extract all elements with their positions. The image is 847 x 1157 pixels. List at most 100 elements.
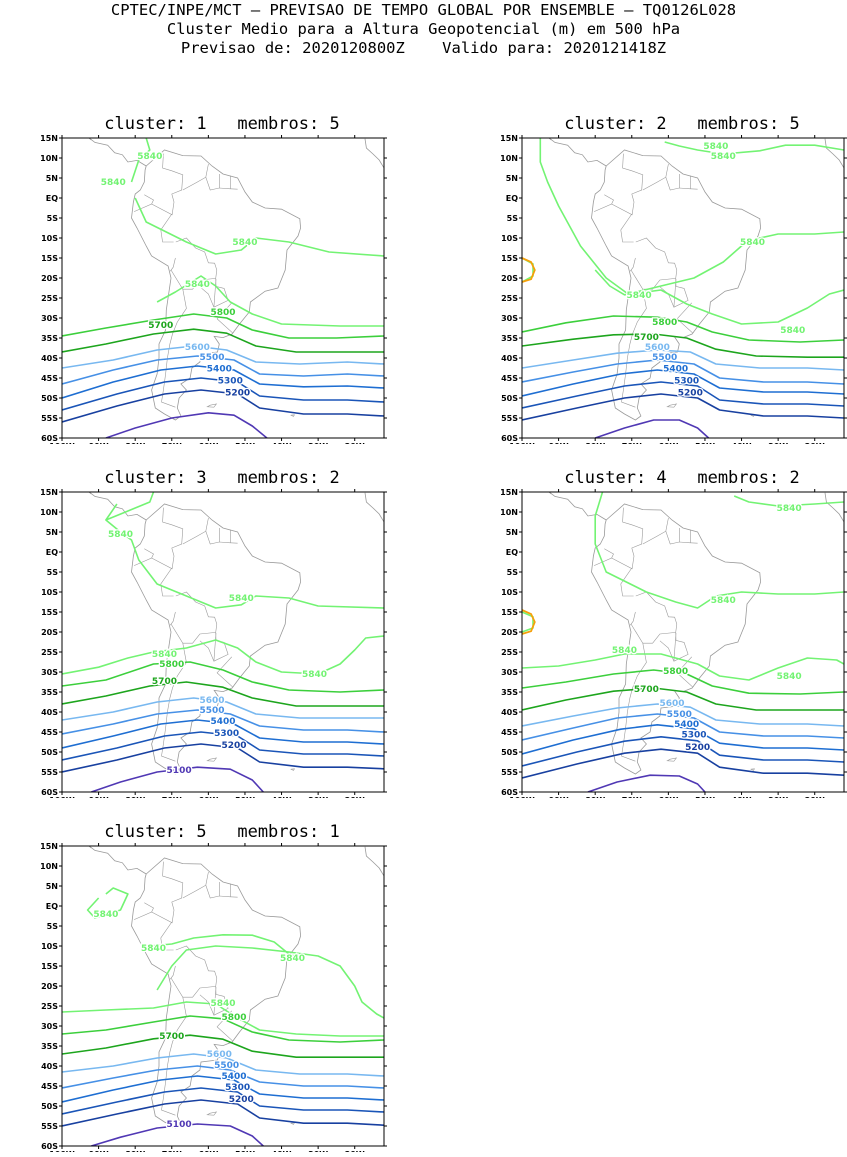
contour-label-5400: 5400 [207,364,232,374]
lat-label: 30S [501,314,518,323]
country-border [620,213,634,243]
contour-line-5840 [130,138,151,183]
lat-label: 20S [41,274,58,283]
contour-line-5700 [522,333,844,358]
contour-line-5500 [522,359,844,385]
header-line-3: Previsao de: 2020120800Z Valido para: 20… [180,39,667,57]
contour-line-5600 [522,703,844,727]
panel-title: cluster: 3 membros: 2 [104,468,340,488]
country-border [635,591,678,644]
contour-layer [62,887,384,1146]
lat-label: 20S [41,982,58,991]
country-border [205,177,238,191]
lat-label: 35S [41,688,58,697]
contour-label-5100: 5100 [167,1120,192,1130]
contour-label-5840: 5840 [152,650,177,660]
lat-label: 30S [41,314,58,323]
lat-label: 10N [500,508,518,517]
contour-label-5840: 5840 [101,178,126,188]
south-america-coastline [131,857,302,1129]
warm-contour-line [522,609,536,635]
contour-label-5100: 5100 [167,766,192,776]
africa-coastline [824,492,844,523]
lon-label: 30W [308,1150,328,1152]
contour-line-5200 [522,393,844,421]
lat-label: 55S [501,768,518,777]
country-border [213,986,217,1016]
panel-cluster-4: cluster: 4 membros: 2 5840 5840 5840 5840 58… [460,468,847,798]
lon-label: 60W [198,1150,218,1152]
lat-label: 15N [40,488,58,497]
lat-label: 5N [46,528,58,537]
country-border [630,257,636,272]
lat-label: 10S [41,942,58,951]
contour-line-5600 [62,345,384,369]
lat-label: 5N [46,174,58,183]
contour-line-5200 [522,748,844,779]
lon-label: 100W [49,1150,75,1152]
lat-label: 45S [41,374,58,383]
lat-label: 5N [506,174,518,183]
contour-line-5300 [522,381,844,409]
lat-label: 45S [501,374,518,383]
contour-line-5800 [522,315,844,343]
contour-line-5100 [587,774,706,792]
contour-line-5500 [62,709,384,735]
contour-line-5840 [156,275,384,327]
contour-label-5500: 5500 [214,1061,239,1071]
contour-label-5200: 5200 [221,741,246,751]
lat-label: 55S [41,1122,58,1131]
contour-line-5840 [156,945,384,1019]
country-border [621,269,647,408]
lon-label: 60W [198,442,218,444]
central-america-coastline [548,492,607,521]
lat-label: EQ [46,902,58,911]
central-america-coastline [88,846,147,875]
contour-label-5700: 5700 [152,677,177,687]
country-border [160,567,174,597]
lon-label: 20W [345,442,365,444]
lon-label: 60W [198,796,218,798]
lat-label: EQ [46,194,58,203]
contour-line-5200 [62,743,384,773]
lon-label: 90W [549,442,569,444]
lat-label: 20S [41,628,58,637]
land-layer [88,846,384,1129]
country-border [216,302,233,334]
country-border [635,237,678,290]
contour-label-5840: 5840 [229,594,254,604]
lat-label: 10N [40,862,58,871]
contour-label-5840: 5840 [740,238,765,248]
country-border [205,885,238,899]
country-border [659,632,689,662]
country-border [133,548,154,566]
lon-label: 40W [272,1150,292,1152]
lat-label: 35S [501,334,518,343]
lon-label: 30W [308,796,328,798]
contour-line-5840 [105,492,155,521]
lon-label: 100W [509,442,535,444]
contour-label-5200: 5200 [678,388,703,398]
contour-line-5840 [733,495,844,507]
lon-label: 80W [125,442,145,444]
lon-label: 70W [622,796,642,798]
lon-label: 40W [732,442,752,444]
country-border [170,257,176,272]
island [290,768,295,771]
contour-line-5300 [62,731,384,761]
contour-line-5840 [539,138,844,295]
lat-label: 25S [41,294,58,303]
lat-label: 15N [40,134,58,143]
contour-label-5300: 5300 [225,1083,250,1093]
country-border [611,153,644,216]
contour-label-5800: 5800 [663,667,688,677]
country-border [151,153,184,216]
country-border [170,965,176,980]
contour-map: 5840584058405840584058005700560055005400… [500,134,847,444]
lon-label: 50W [235,796,255,798]
lon-label: 20W [805,442,825,444]
lat-label: 50S [41,394,58,403]
country-border [673,278,677,308]
contour-line-5700 [62,1034,384,1058]
